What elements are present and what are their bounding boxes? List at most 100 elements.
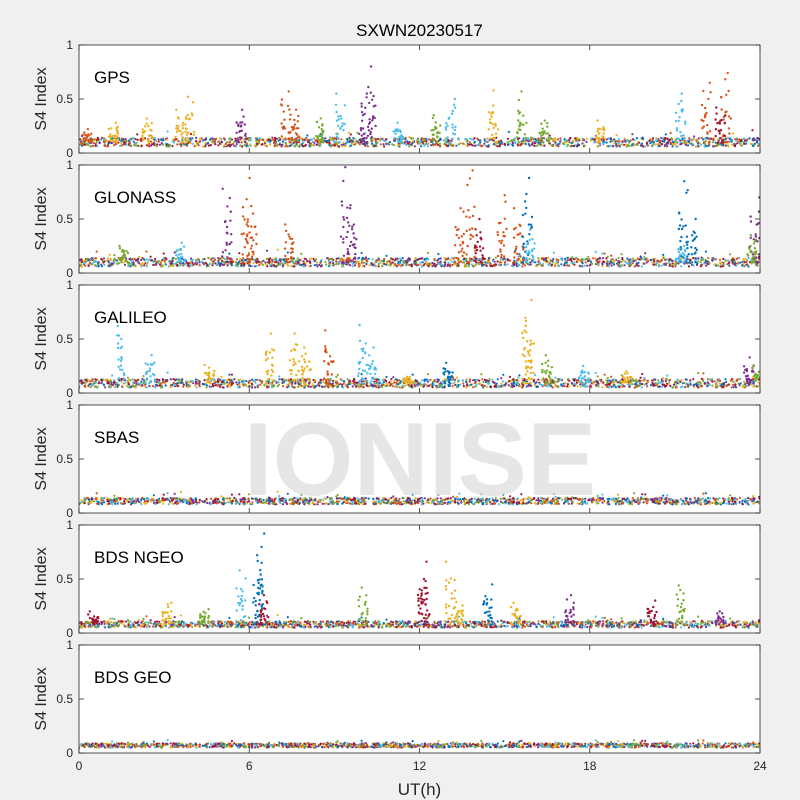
data-point bbox=[749, 142, 752, 145]
data-point bbox=[389, 264, 392, 267]
spike-point bbox=[474, 252, 477, 255]
data-point bbox=[572, 139, 575, 142]
spike-point bbox=[543, 119, 546, 122]
data-point bbox=[120, 142, 123, 145]
spike-point bbox=[523, 133, 526, 136]
data-point bbox=[470, 143, 473, 146]
data-point bbox=[669, 132, 672, 135]
spike-point bbox=[367, 122, 371, 126]
spike-point bbox=[723, 121, 727, 125]
data-point bbox=[746, 259, 749, 262]
data-point bbox=[171, 262, 174, 265]
spike-point bbox=[678, 116, 681, 119]
data-point bbox=[572, 258, 576, 261]
data-point bbox=[301, 141, 304, 144]
data-point bbox=[100, 138, 103, 141]
spike-point bbox=[365, 136, 368, 140]
spike-point bbox=[498, 239, 501, 243]
spike-point bbox=[322, 139, 325, 142]
data-point bbox=[556, 138, 560, 141]
spike-point bbox=[346, 221, 350, 224]
spike-point bbox=[678, 253, 682, 256]
spike-point bbox=[450, 112, 454, 115]
data-point bbox=[455, 144, 458, 147]
data-point bbox=[564, 139, 567, 142]
spike-point bbox=[690, 246, 693, 249]
data-point bbox=[162, 264, 165, 267]
data-point bbox=[596, 375, 599, 378]
data-point bbox=[280, 143, 283, 146]
data-point bbox=[110, 141, 113, 144]
spike-point bbox=[519, 255, 522, 258]
spike-point bbox=[478, 217, 481, 221]
data-point bbox=[422, 140, 425, 143]
data-point bbox=[590, 260, 593, 264]
data-point bbox=[731, 378, 734, 381]
data-point bbox=[368, 264, 371, 267]
spike-point bbox=[525, 121, 528, 125]
data-point bbox=[596, 145, 600, 148]
data-point bbox=[391, 261, 394, 264]
data-point bbox=[344, 383, 347, 386]
data-point bbox=[87, 258, 91, 261]
spike-point bbox=[90, 132, 93, 135]
spike-point bbox=[172, 138, 175, 141]
spike-point bbox=[225, 243, 229, 246]
data-point bbox=[209, 138, 212, 141]
spike-point bbox=[184, 130, 187, 133]
data-point bbox=[696, 262, 699, 265]
spike-point bbox=[458, 261, 461, 264]
data-point bbox=[430, 263, 433, 266]
spike-point bbox=[490, 111, 494, 114]
data-point bbox=[752, 385, 756, 388]
data-point bbox=[671, 145, 674, 148]
data-point bbox=[109, 257, 112, 260]
data-point bbox=[483, 142, 486, 145]
data-point bbox=[410, 264, 413, 268]
spike-point bbox=[369, 91, 372, 94]
data-point bbox=[162, 137, 165, 140]
data-point bbox=[607, 137, 611, 140]
data-point bbox=[510, 382, 513, 385]
data-point bbox=[240, 264, 243, 267]
data-point bbox=[583, 264, 586, 267]
data-point bbox=[561, 259, 564, 262]
data-point bbox=[633, 138, 636, 141]
data-point bbox=[261, 138, 264, 141]
spike-point bbox=[519, 224, 522, 228]
data-point bbox=[421, 379, 424, 382]
spike-point bbox=[176, 261, 179, 264]
data-point bbox=[150, 140, 153, 143]
spike-point bbox=[372, 94, 375, 98]
spike-point bbox=[118, 244, 121, 248]
spike-point bbox=[372, 117, 375, 120]
spike-point bbox=[337, 115, 340, 118]
spike-point bbox=[682, 134, 685, 137]
spike-point bbox=[682, 253, 686, 256]
data-point bbox=[284, 145, 287, 148]
data-point bbox=[642, 145, 645, 148]
data-point bbox=[361, 261, 364, 264]
data-point bbox=[189, 132, 192, 136]
data-point bbox=[138, 261, 141, 264]
spike-point bbox=[694, 251, 697, 254]
spike-point bbox=[714, 134, 717, 138]
spike-point bbox=[345, 235, 348, 239]
spike-point bbox=[221, 187, 224, 190]
data-point bbox=[260, 263, 263, 266]
spike-point bbox=[246, 225, 250, 228]
data-point bbox=[100, 257, 103, 261]
data-point bbox=[177, 379, 180, 382]
spike-point bbox=[478, 245, 482, 248]
spike-point bbox=[123, 253, 127, 257]
data-point bbox=[687, 385, 690, 388]
data-point bbox=[593, 139, 596, 142]
data-point bbox=[654, 139, 658, 142]
spike-point bbox=[724, 141, 727, 144]
data-point bbox=[663, 144, 667, 147]
spike-point bbox=[230, 233, 233, 236]
spike-point bbox=[224, 249, 227, 252]
spike-point bbox=[115, 141, 119, 144]
data-point bbox=[499, 264, 502, 267]
